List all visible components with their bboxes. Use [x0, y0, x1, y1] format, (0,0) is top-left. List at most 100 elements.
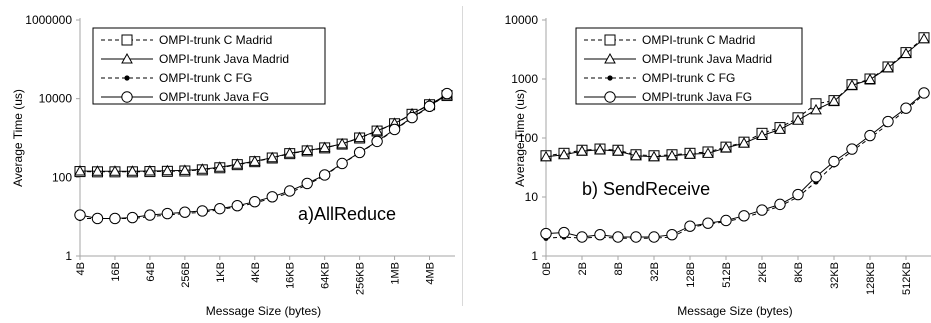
data-point: [612, 231, 624, 243]
x-tick-label: 512B: [721, 262, 733, 288]
data-point: [196, 163, 209, 174]
data-point: [576, 231, 588, 243]
data-point: [720, 141, 732, 153]
data-point: [540, 227, 552, 240]
data-point: [684, 148, 696, 159]
data-point: [144, 164, 156, 176]
data-point: [702, 217, 714, 229]
data-point: [91, 165, 104, 176]
data-point: [179, 206, 191, 218]
data-point: [109, 212, 121, 225]
data-point: [576, 145, 588, 156]
data-point: [423, 100, 436, 112]
data-point: [720, 214, 732, 227]
series-line: [545, 38, 925, 158]
data-point: [301, 144, 314, 156]
legend-label: OMPI-trunk C FG: [159, 71, 252, 85]
data-point: [318, 169, 331, 181]
data-point: [846, 79, 858, 90]
data-point: [900, 47, 912, 59]
data-point: [318, 141, 331, 153]
data-point: [612, 145, 624, 156]
data-point: [792, 114, 804, 125]
x-tick-label: 64KB: [320, 262, 332, 289]
data-point: [371, 135, 383, 148]
data-point: [284, 185, 296, 197]
x-tick-label: 32B: [649, 262, 661, 282]
legend: OMPI-trunk C Madrid OMPI-trunk Java Madri…: [575, 27, 803, 105]
data-point: [864, 129, 876, 142]
x-tick-label: 2B: [577, 262, 589, 275]
data-point: [214, 202, 226, 215]
data-point: [231, 200, 243, 212]
data-point: [648, 150, 660, 162]
data-point: [756, 204, 768, 216]
x-tick-label: 2KB: [757, 262, 769, 283]
y-tick-label: 1000000: [25, 13, 72, 27]
x-tick-label: 128B: [685, 262, 697, 288]
x-axis-title: Message Size (bytes): [206, 304, 321, 318]
data-point: [594, 143, 606, 155]
y-tick-label: 10: [525, 190, 539, 204]
y-axis-title: Average Time (us): [513, 89, 527, 187]
series-line: [79, 93, 448, 219]
data-point: [336, 157, 348, 170]
x-tick-label: 4KB: [250, 262, 262, 283]
legend-marker: [604, 34, 616, 46]
data-point: [161, 207, 174, 220]
legend-marker: [604, 91, 616, 103]
x-tick-label: 256KB: [355, 262, 367, 295]
panel-label: a)AllReduce: [298, 204, 396, 224]
data-point: [144, 209, 156, 221]
data-point: [882, 115, 894, 128]
data-point: [213, 161, 226, 172]
data-point: [301, 177, 313, 190]
data-point: [594, 228, 606, 241]
series-line: [80, 93, 448, 219]
data-point: [900, 102, 912, 114]
data-point: [774, 123, 786, 134]
data-point: [353, 146, 366, 159]
x-tick-label: 128KB: [865, 262, 877, 295]
x-tick-label: 4B: [75, 262, 87, 275]
data-point: [109, 165, 121, 176]
data-point: [74, 164, 86, 176]
x-tick-label: 64B: [145, 262, 157, 282]
legend-marker: [607, 75, 613, 81]
series-line: [545, 92, 925, 238]
legend: OMPI-trunk C Madrid OMPI-trunk Java Madri…: [92, 27, 326, 105]
legend-marker: [604, 52, 616, 64]
data-point: [126, 165, 139, 176]
data-point: [248, 155, 261, 166]
data-point: [558, 148, 570, 160]
data-point: [702, 147, 714, 158]
x-tick-label: 8KB: [793, 262, 805, 283]
data-point: [918, 87, 930, 99]
data-point: [196, 205, 209, 217]
legend-marker: [121, 52, 133, 64]
data-point: [388, 123, 401, 136]
data-point: [126, 211, 139, 224]
data-point: [231, 158, 244, 169]
x-tick-label: 8B: [613, 262, 625, 275]
data-point: [91, 212, 104, 225]
data-point: [630, 149, 642, 161]
legend-label: OMPI-trunk Java Madrid: [159, 52, 289, 66]
x-tick-label: 0B: [541, 262, 553, 275]
x-tick-label: 1KB: [215, 262, 227, 283]
data-point: [666, 228, 678, 241]
y-tick-label: 10000: [505, 13, 539, 27]
y-tick-label: 1: [531, 249, 538, 263]
legend-label: OMPI-trunk Java FG: [159, 90, 269, 104]
data-point: [756, 129, 768, 141]
y-tick-label: 10000: [39, 92, 73, 106]
data-point: [684, 220, 696, 232]
data-point: [666, 149, 678, 161]
allreduce-chart: 1 100 10000 1000000 4B 16B 64B 256B 1KB 4KB 16KB 64…: [11, 13, 455, 318]
x-tick-label: 256B: [180, 262, 192, 288]
series-line: [545, 93, 925, 239]
data-point: [810, 171, 822, 183]
x-tick-label: 4MB: [425, 262, 437, 285]
data-point: [406, 111, 418, 124]
data-point: [249, 196, 261, 208]
